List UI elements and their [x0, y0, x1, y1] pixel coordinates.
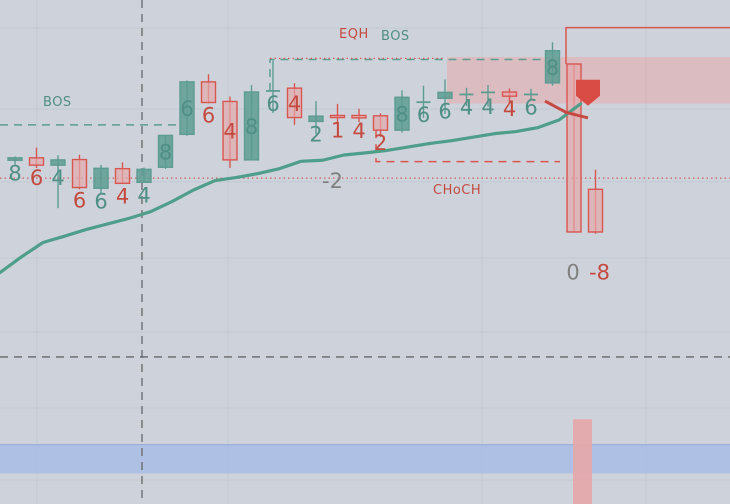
sell-arrow-line [544, 99, 589, 120]
candle-body [372, 115, 389, 131]
candle-24[interactable] [524, 88, 538, 101]
candle-label-7: 8 [159, 140, 172, 164]
candle-body [351, 114, 367, 119]
candle-body [243, 91, 260, 161]
candle-label-5: 4 [116, 184, 129, 208]
candle-label-9: 6 [202, 104, 215, 128]
candle-label-17: 2 [374, 131, 387, 155]
candle-23[interactable] [501, 88, 518, 103]
candle-2[interactable] [50, 155, 66, 209]
candle-label-23: 4 [503, 97, 516, 121]
candle-label-14: 2 [309, 122, 322, 146]
candle-body [329, 114, 346, 119]
annotation-eqh: EQH [339, 27, 369, 42]
choch-line [375, 130, 560, 163]
candle-label-8: 6 [180, 97, 193, 121]
volume-bar [573, 419, 592, 504]
candle-body [286, 87, 303, 119]
candle-body [587, 188, 604, 233]
candle-body [544, 50, 561, 84]
candle-label-20: 6 [438, 99, 451, 123]
candle-7[interactable] [157, 134, 174, 169]
candle-body [136, 168, 152, 184]
candle-0[interactable] [7, 156, 23, 165]
candle-body [200, 81, 217, 104]
annotation-minus-two: -2 [322, 169, 343, 193]
candle-label-4: 6 [94, 189, 107, 213]
candle-18[interactable] [394, 90, 410, 133]
candle-label-11: 8 [245, 115, 258, 139]
candle-label-21: 4 [460, 95, 473, 119]
candle-body [114, 167, 131, 185]
annotation-choch: CHoCH [433, 183, 481, 198]
candle-body [28, 157, 45, 166]
candle-body [437, 91, 453, 99]
candle-label-0: 8 [8, 161, 21, 185]
annotation-bos-left: BOS [43, 95, 72, 110]
candle-body [179, 81, 195, 136]
candle-label-24: 6 [524, 95, 537, 119]
candle-11[interactable] [243, 85, 260, 161]
candle-25[interactable] [544, 42, 561, 86]
candle-8[interactable] [179, 80, 195, 136]
candle-label-1: 6 [30, 166, 43, 190]
candle-27[interactable] [587, 169, 604, 234]
candle-17[interactable] [372, 113, 389, 137]
candle-label-15: 1 [331, 119, 344, 143]
candle-9[interactable] [200, 74, 217, 104]
candle-body [7, 157, 23, 161]
candle-label-26: 0 [566, 260, 579, 284]
candle-body [71, 158, 88, 189]
moving-average-line [0, 102, 583, 275]
candle-label-12: 6 [266, 92, 279, 116]
candle-5[interactable] [114, 162, 131, 185]
candle-label-13: 4 [288, 92, 301, 116]
candle-12[interactable] [266, 60, 280, 114]
candle-label-25: 8 [546, 56, 559, 80]
candle-22[interactable] [481, 85, 495, 107]
candle-4[interactable] [93, 164, 109, 194]
candle-body [308, 115, 324, 123]
annotation-bos-top: BOS [381, 29, 410, 44]
candle-label-6: 4 [137, 183, 150, 207]
candle-13[interactable] [286, 83, 303, 125]
candle-body [50, 159, 66, 166]
candle-14[interactable] [308, 101, 324, 134]
candle-20[interactable] [437, 79, 453, 115]
candle-3[interactable] [71, 154, 88, 190]
target-line [565, 26, 730, 64]
candle-label-22: 4 [481, 95, 494, 119]
candle-6[interactable] [136, 167, 152, 184]
candle-label-10: 4 [223, 120, 236, 144]
candle-label-27: -8 [589, 260, 610, 284]
demand-zone [0, 444, 730, 474]
candle-body [157, 134, 174, 168]
sell-marker-icon[interactable] [576, 79, 600, 106]
candle-1[interactable] [28, 147, 45, 168]
candle-label-16: 4 [352, 119, 365, 143]
candle-label-2: 4 [51, 166, 64, 190]
candle-19[interactable] [416, 85, 431, 118]
candle-body [501, 91, 518, 97]
candle-body [93, 167, 109, 189]
candle-10[interactable] [222, 96, 238, 168]
candle-21[interactable] [459, 87, 474, 106]
candle-label-3: 6 [73, 189, 86, 213]
candle-label-19: 6 [417, 103, 430, 127]
candle-body [394, 96, 410, 131]
candle-body [222, 100, 238, 161]
candle-16[interactable] [351, 108, 367, 123]
candle-15[interactable] [329, 103, 346, 123]
candle-label-18: 8 [395, 103, 408, 127]
bos-line-top [269, 58, 545, 91]
